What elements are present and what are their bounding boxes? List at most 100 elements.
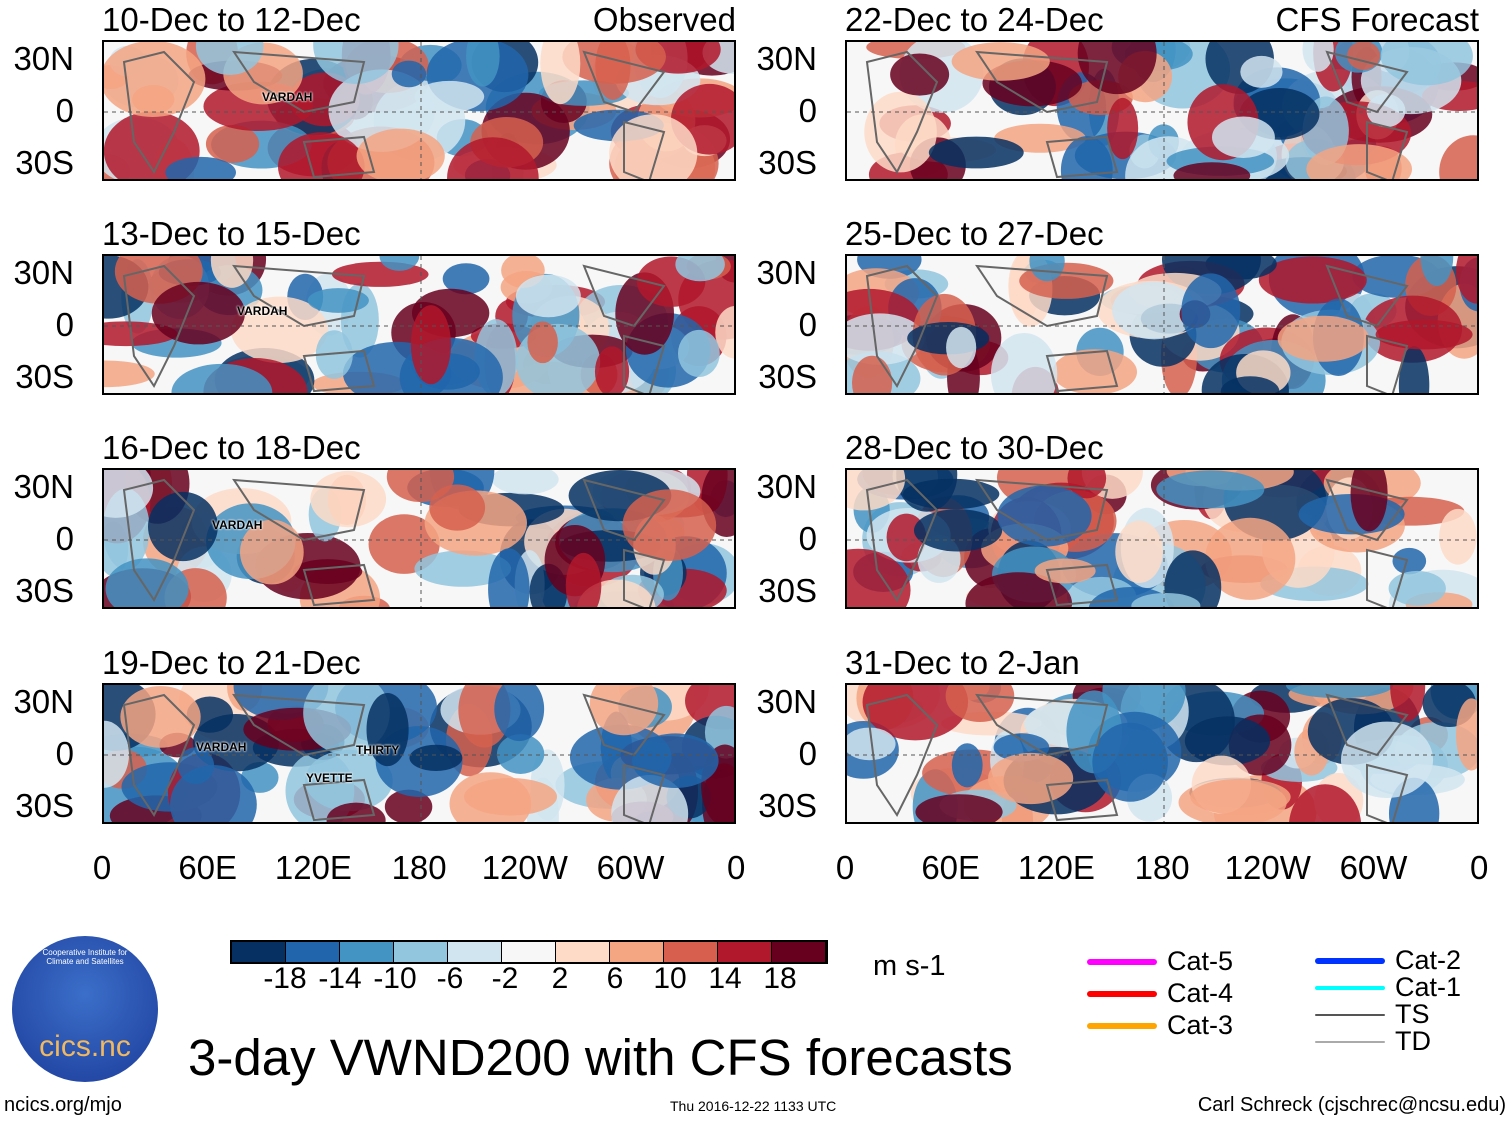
anomaly-blob [1455, 698, 1477, 771]
panel-title: 22-Dec to 24-Dec [845, 1, 1104, 38]
anomaly-blob [1131, 592, 1201, 607]
legend-item: TD [1315, 1026, 1431, 1057]
lon-label: 0 [835, 849, 855, 886]
anomaly-blob [1092, 722, 1168, 802]
legend-item: Cat-4 [1087, 978, 1233, 1009]
anomaly-blob [442, 263, 490, 295]
track-line-icon [1087, 1022, 1157, 1029]
anomaly-blob [104, 720, 130, 788]
lon-label: 120W [481, 849, 568, 886]
map-panel [845, 683, 1479, 824]
lat-label: 30S [758, 358, 817, 395]
panel-title: 31-Dec to 2-Jan [845, 644, 1080, 681]
lat-label: 30N [756, 683, 817, 720]
anomaly-blob [988, 752, 1074, 805]
colorbar-swatch [394, 942, 448, 962]
anomaly-field [847, 42, 1477, 179]
map-panel: VARDAH [102, 254, 736, 395]
anomaly-blob [1190, 778, 1291, 815]
lat-label: 0 [55, 735, 74, 772]
coastline [865, 478, 1409, 607]
colorbar-label: -2 [491, 962, 519, 995]
lat-label: 0 [798, 735, 817, 772]
anomaly-blob [488, 548, 530, 607]
ncics-link[interactable]: ncics.org/mjo [4, 1094, 122, 1116]
track-line-icon [1087, 958, 1157, 965]
anomaly-blob [594, 346, 630, 393]
anomaly-blob [1220, 376, 1280, 393]
storm-label: VARDAH [212, 518, 263, 532]
colorbar-label: -6 [436, 962, 464, 995]
anomaly-blob [1107, 97, 1139, 160]
lat-label: 0 [55, 306, 74, 343]
anomaly-field [847, 685, 1477, 822]
legend-label: Cat-3 [1167, 1010, 1234, 1040]
logo-text: cics.nc [39, 1030, 131, 1063]
anomaly-blob [171, 363, 273, 393]
anomaly-blob [1388, 570, 1446, 606]
legend-item: Cat-2 [1315, 945, 1461, 976]
lon-label: 0 [92, 849, 112, 886]
storm-label: THIRTY [356, 743, 400, 757]
anomaly-blob [391, 60, 427, 88]
anomaly-blob [496, 734, 545, 774]
track-line-icon [1315, 957, 1385, 964]
colorbar-swatch [340, 942, 394, 962]
storm-label: VARDAH [237, 304, 288, 318]
anomaly-blob [1380, 42, 1473, 86]
anomaly-blob [1034, 558, 1096, 584]
lat-label: 30S [15, 572, 74, 609]
anomaly-blob [965, 572, 1073, 607]
lat-label: 30S [758, 572, 817, 609]
anomaly-blob [147, 491, 218, 562]
anomaly-blob [447, 137, 539, 179]
lat-label: 0 [798, 306, 817, 343]
lon-label: 120E [1017, 849, 1095, 886]
anomaly-blob [1306, 144, 1413, 179]
colorbar-swatch [502, 942, 556, 962]
track-line-icon [1315, 1040, 1385, 1043]
anomaly-blob [1285, 685, 1394, 699]
legend-label: Cat-4 [1167, 978, 1234, 1008]
colorbar-swatch [556, 942, 610, 962]
legend-item: Cat-1 [1315, 972, 1461, 1003]
track-line-icon [1087, 990, 1157, 997]
anomaly-blob [104, 360, 155, 388]
storm-label: VARDAH [196, 740, 247, 754]
coastline [122, 50, 666, 179]
legend-label: TS [1395, 999, 1430, 1029]
anomaly-blob [1347, 42, 1381, 70]
anomaly-blob [1277, 315, 1369, 362]
coastline [865, 693, 1409, 822]
anomaly-blob [1340, 721, 1434, 799]
anomaly-blob [997, 485, 1092, 547]
anomaly-blob [1289, 784, 1362, 822]
coastline [122, 693, 666, 822]
anomaly-blob [540, 42, 581, 105]
anomaly-blob [379, 256, 420, 271]
track-line-icon [1315, 985, 1385, 990]
anomaly-field [847, 256, 1477, 393]
map-panel: VARDAH [102, 468, 736, 609]
legend-label: Cat-1 [1395, 972, 1462, 1002]
anomaly-blob [847, 470, 906, 511]
panel-title: 10-Dec to 12-Dec [102, 1, 361, 38]
panel-tag: Observed [592, 1, 736, 38]
colorbar-label: 18 [763, 962, 797, 995]
anomaly-blob [1184, 716, 1271, 766]
lat-label: 30N [13, 254, 74, 291]
panel-title: 19-Dec to 21-Dec [102, 644, 361, 681]
anomaly-blob [951, 743, 983, 788]
anomaly-blob [1398, 345, 1430, 393]
lat-label: 30N [13, 468, 74, 505]
anomaly-blob [356, 128, 445, 179]
anomaly-blob [414, 550, 512, 587]
colorbar-swatch [232, 942, 286, 962]
anomaly-blob [410, 305, 452, 385]
colorbar-label: 2 [551, 962, 569, 995]
logo-ring-text: Cooperative Institute for Climate and Sa… [42, 948, 128, 966]
lon-label: 0 [727, 849, 746, 886]
anomaly-blob [1375, 319, 1473, 350]
legend-item: Cat-5 [1087, 946, 1233, 977]
anomaly-blob [609, 114, 698, 179]
